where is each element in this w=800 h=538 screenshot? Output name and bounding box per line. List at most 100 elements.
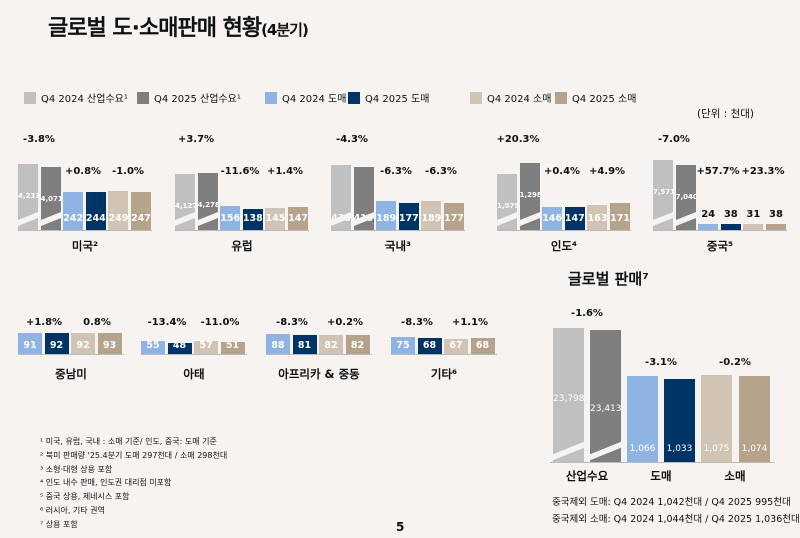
bar-value-label: 91 bbox=[23, 339, 37, 351]
bar: 419 bbox=[353, 167, 374, 230]
legend-swatch bbox=[24, 91, 36, 104]
change-label-wholesale: -13.4% bbox=[147, 317, 187, 328]
bar bbox=[720, 224, 741, 230]
bar-value-label: 82 bbox=[350, 339, 365, 351]
bar: 92 bbox=[44, 332, 69, 354]
bar-value-label: 138 bbox=[242, 212, 263, 224]
legend-label: Q4 2025 도매 bbox=[365, 94, 430, 105]
bar-value-label: 249 bbox=[108, 212, 129, 224]
baseline bbox=[266, 354, 372, 355]
bar: 1,298 bbox=[519, 163, 540, 230]
bar: 163 bbox=[587, 204, 608, 230]
bar: 1,066 bbox=[627, 376, 658, 462]
footnote: ² 북미 판매량 '25.4분기 도매 297천대 / 소매 298천대 bbox=[40, 450, 228, 460]
region-label: 중남미 bbox=[55, 367, 87, 381]
change-label-wholesale: +1.8% bbox=[25, 317, 63, 328]
change-label-retail: +1.1% bbox=[451, 317, 489, 328]
bar: 82 bbox=[345, 335, 370, 354]
bar-value-label: 67 bbox=[449, 339, 463, 351]
bar-value-label: 55 bbox=[146, 341, 160, 351]
bar: 81 bbox=[292, 335, 317, 354]
legend-swatch bbox=[555, 91, 567, 104]
bar: 189 bbox=[421, 200, 442, 230]
bar-value-label: 7,040 bbox=[675, 193, 696, 201]
bar-value-label: 147 bbox=[564, 212, 585, 224]
baseline bbox=[391, 354, 497, 355]
global-note-retail: 중국제외 소매: Q4 2024 1,044천대 / Q4 2025 1,036… bbox=[552, 514, 800, 525]
legend-label: Q4 2025 산업수요¹ bbox=[154, 94, 241, 105]
bar-value-label: 247 bbox=[131, 212, 151, 224]
bar: 1,079 bbox=[497, 174, 517, 230]
bar-value-label: 93 bbox=[102, 339, 117, 351]
baseline bbox=[141, 354, 247, 355]
bar-value-label: 75 bbox=[396, 340, 410, 351]
bar-value-label: 24 bbox=[701, 209, 716, 220]
bar-value-label: 38 bbox=[769, 209, 783, 220]
baseline bbox=[497, 230, 631, 231]
bar-value-label: 189 bbox=[421, 212, 442, 224]
change-label-wholesale: -6.3% bbox=[380, 166, 412, 177]
bar-value-label: 147 bbox=[288, 212, 308, 224]
change-label-wholesale: -8.3% bbox=[276, 317, 308, 328]
bar-value-label: 48 bbox=[172, 342, 187, 351]
bar-value-label: 177 bbox=[398, 212, 419, 224]
bar: 1,033 bbox=[664, 379, 695, 462]
bar bbox=[698, 224, 719, 230]
legend-label: Q4 2024 도매 bbox=[282, 94, 347, 105]
legend-item: Q4 2025 도매 bbox=[348, 90, 429, 105]
change-label-industry: -7.0% bbox=[658, 134, 690, 145]
change-label-wholesale: +57.7% bbox=[696, 166, 740, 177]
legend-swatch bbox=[470, 91, 482, 104]
bar: 7,040 bbox=[675, 165, 696, 230]
bar-value-label: 156 bbox=[220, 212, 241, 224]
bar-value-label: 92 bbox=[49, 339, 64, 351]
bar-value-label: 51 bbox=[225, 342, 240, 351]
bar-value-label: 145 bbox=[265, 212, 286, 224]
legend-swatch bbox=[265, 91, 277, 104]
footnote: ¹ 미국, 유럽, 국내 : 소매 기준/ 인도, 중국: 도매 기준 bbox=[40, 437, 217, 446]
bar-value-label: 163 bbox=[587, 212, 608, 224]
legend-item: Q4 2024 소매 bbox=[470, 90, 551, 105]
baseline bbox=[18, 230, 152, 231]
bar: 92 bbox=[71, 332, 95, 354]
bar: 244 bbox=[85, 192, 106, 230]
bar: 4,231 bbox=[18, 164, 38, 230]
bar-value-label: 4,071 bbox=[40, 195, 61, 203]
category-label: 도매 bbox=[650, 469, 672, 483]
bar-value-label: 4,278 bbox=[197, 201, 218, 209]
footnote: ⁶ 러시아, 기타 권역 bbox=[40, 505, 105, 515]
bar: 1,074 bbox=[739, 376, 770, 462]
baseline bbox=[18, 354, 124, 355]
bar-value-label: 82 bbox=[324, 339, 338, 351]
legend-swatch bbox=[348, 91, 360, 104]
region-label: 유럽 bbox=[231, 239, 253, 253]
bar: 171 bbox=[610, 203, 630, 230]
bar-value-label: 1,079 bbox=[497, 202, 517, 210]
legend-label: Q4 2024 산업수요¹ bbox=[41, 94, 128, 105]
footnotes: ¹ 미국, 유럽, 국내 : 소매 기준/ 인도, 중국: 도매 기준 ² 북미 … bbox=[40, 435, 227, 532]
bar-value-label: 1,298 bbox=[519, 191, 540, 199]
bar: 68 bbox=[417, 338, 442, 354]
bar-value-label: 1,066 bbox=[629, 444, 656, 454]
change-label-industry: +20.3% bbox=[496, 134, 540, 145]
change-label-wholesale: -8.3% bbox=[401, 317, 433, 328]
global-note-wholesale: 중국제외 도매: Q4 2024 1,042천대 / Q4 2025 995천대 bbox=[552, 497, 791, 508]
bar: 249 bbox=[108, 191, 129, 230]
bar-value-label: 7,571 bbox=[653, 188, 673, 196]
change-label: -3.1% bbox=[645, 357, 677, 368]
baseline bbox=[653, 230, 787, 231]
bar: 189 bbox=[376, 200, 397, 230]
bar-value-label: 242 bbox=[63, 212, 84, 224]
change-label-wholesale: +0.8% bbox=[64, 166, 102, 177]
bar: 146 bbox=[542, 207, 563, 230]
change-label-retail: -11.0% bbox=[200, 317, 240, 328]
bar-value-label: 189 bbox=[376, 212, 397, 224]
footnote: ⁵ 중국 상용, 제네시스 포함 bbox=[40, 492, 130, 502]
bar-value-label: 68 bbox=[475, 339, 490, 351]
bar: 82 bbox=[319, 335, 343, 354]
bar-value-label: 23,798 bbox=[553, 394, 584, 404]
bar: 91 bbox=[18, 333, 42, 354]
change-label-industry: -3.8% bbox=[23, 134, 55, 145]
change-label-retail: +4.9% bbox=[588, 166, 626, 177]
bar-value-label: 244 bbox=[85, 212, 106, 224]
